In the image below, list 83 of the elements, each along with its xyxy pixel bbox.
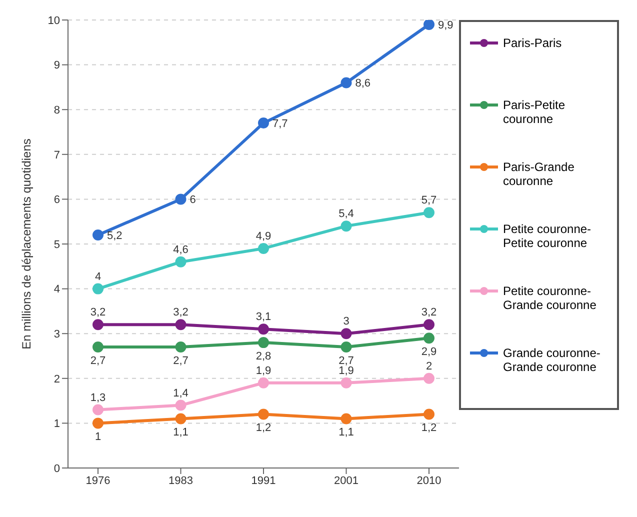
x-tick-label: 2001 xyxy=(334,474,358,487)
data-label: 3,1 xyxy=(256,311,272,324)
point xyxy=(424,408,434,420)
point xyxy=(424,319,434,330)
x-tick-label: 2010 xyxy=(416,474,442,487)
data-label: 1,2 xyxy=(421,422,437,434)
legend-label: Grande couronne-Grande couronne xyxy=(503,346,602,374)
y-tick-label: 0 xyxy=(54,462,60,475)
data-label: 1,1 xyxy=(173,426,188,439)
y-axis-title: En millions de déplacements quotidiens xyxy=(19,138,34,350)
data-label: 2,8 xyxy=(256,350,272,363)
data-label: 4 xyxy=(94,270,102,283)
data-label: 2,7 xyxy=(90,355,106,368)
data-label: 3,2 xyxy=(90,306,106,319)
data-label: 2,7 xyxy=(173,355,188,368)
point xyxy=(92,319,104,330)
data-label: 4,9 xyxy=(256,230,272,242)
point xyxy=(258,377,269,388)
y-tick-label: 1 xyxy=(54,418,60,430)
x-tick-label: 1991 xyxy=(251,474,276,487)
point xyxy=(258,408,269,420)
point xyxy=(258,324,269,335)
y-tick-label: 3 xyxy=(54,328,60,341)
point xyxy=(175,400,186,411)
data-label: 1,9 xyxy=(338,364,354,377)
point xyxy=(424,207,434,218)
point xyxy=(175,342,186,353)
point xyxy=(92,418,104,429)
point xyxy=(340,220,352,232)
legend-label: Petite couronne-Petite couronne xyxy=(503,222,592,250)
point xyxy=(424,372,434,384)
y-tick-label: 9 xyxy=(54,60,60,72)
legend-label: Paris-Paris xyxy=(503,36,562,50)
data-label: 3 xyxy=(343,316,350,328)
y-tick-label: 10 xyxy=(48,14,60,27)
data-label: 7,7 xyxy=(272,118,288,130)
point xyxy=(424,332,434,344)
y-tick-label: 7 xyxy=(54,149,60,162)
data-label: 3,2 xyxy=(173,306,188,319)
data-label: 4,6 xyxy=(173,244,188,256)
y-tick-label: 8 xyxy=(54,104,60,117)
data-label: 5,7 xyxy=(421,194,437,207)
point xyxy=(92,230,104,241)
legend-label: Paris-Grande couronne xyxy=(503,160,576,188)
point xyxy=(340,77,352,88)
point xyxy=(92,404,104,416)
point xyxy=(258,118,269,129)
data-label: 2,9 xyxy=(421,346,437,358)
data-label: 1 xyxy=(94,431,102,444)
data-label: 1,2 xyxy=(256,422,272,434)
x-tick-label: 1983 xyxy=(168,474,193,487)
point xyxy=(92,342,104,353)
point xyxy=(175,319,186,330)
data-label: 8,6 xyxy=(355,78,371,90)
point xyxy=(258,337,269,348)
point xyxy=(92,283,104,294)
legend-label: Petite couronne-Grande couronne xyxy=(503,284,598,312)
data-label: 5,4 xyxy=(338,208,354,220)
point xyxy=(424,20,434,30)
point xyxy=(340,377,352,388)
point xyxy=(258,242,269,254)
data-label: 1,1 xyxy=(338,426,354,439)
point xyxy=(175,256,186,268)
y-tick-label: 5 xyxy=(54,238,60,251)
data-label: 1,9 xyxy=(256,364,272,377)
y-tick-label: 4 xyxy=(54,284,60,296)
point xyxy=(340,342,352,353)
data-label: 2,7 xyxy=(338,355,354,368)
point xyxy=(175,194,186,205)
data-label: 2 xyxy=(426,360,432,372)
y-tick-label: 6 xyxy=(54,194,60,206)
data-label: 1,4 xyxy=(173,387,188,400)
data-label: 3,2 xyxy=(421,306,437,319)
data-label: 9,9 xyxy=(438,19,454,32)
y-tick-label: 2 xyxy=(54,373,60,386)
data-label: 5,2 xyxy=(107,230,122,242)
point xyxy=(175,413,186,424)
point xyxy=(340,413,352,424)
data-label: 6 xyxy=(190,194,196,206)
legend-label: Paris-Petite couronne xyxy=(503,98,566,126)
data-label: 1,3 xyxy=(90,392,106,404)
x-tick-label: 1976 xyxy=(86,474,110,487)
point xyxy=(340,328,352,340)
